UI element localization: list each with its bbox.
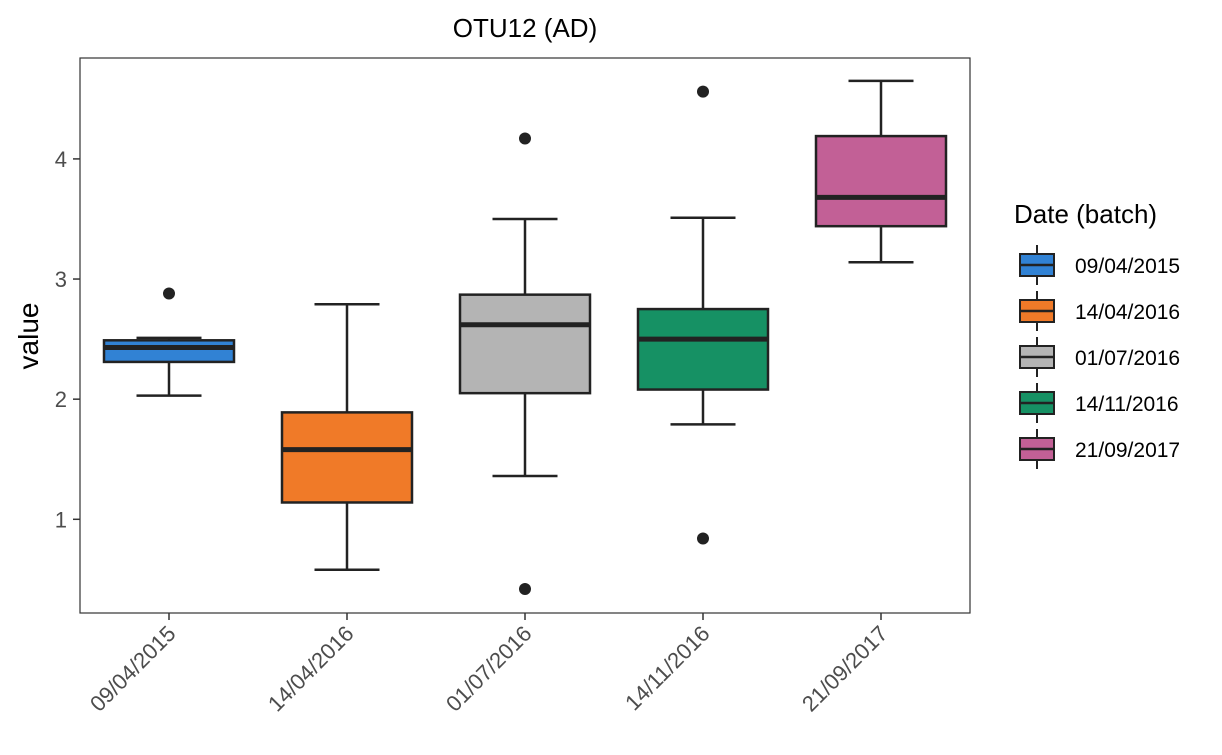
y-tick-label: 1 xyxy=(55,507,67,532)
box-iqr xyxy=(280,411,414,504)
outlier-point xyxy=(163,287,175,300)
legend-key xyxy=(1019,337,1055,377)
box-iqr xyxy=(102,339,236,364)
legend-key xyxy=(1019,383,1055,423)
box-group-09-04-2015 xyxy=(102,287,236,397)
outlier-point xyxy=(519,582,531,595)
legend-entry-label: 21/09/2017 xyxy=(1075,439,1180,462)
box-group-14-04-2016 xyxy=(280,303,414,572)
legend-entry-label: 14/04/2016 xyxy=(1075,301,1180,324)
legend-entry-label: 09/04/2015 xyxy=(1075,255,1180,278)
legend: Date (batch) 09/04/2015 14/04/2016 01/07/2… xyxy=(1014,199,1180,469)
legend-title: Date (batch) xyxy=(1014,199,1157,229)
box-iqr xyxy=(636,307,770,391)
legend-key xyxy=(1019,245,1055,285)
y-tick-label: 4 xyxy=(55,147,67,172)
y-axis-label: value xyxy=(13,303,44,370)
x-tick-label: 14/04/2016 xyxy=(263,621,359,717)
legend-entry-label: 14/11/2016 xyxy=(1075,393,1179,416)
legend-key xyxy=(1019,291,1055,331)
x-tick-label: 14/11/2016 xyxy=(620,621,714,715)
box-iqr xyxy=(458,293,592,395)
box-group-14-11-2016 xyxy=(636,85,770,545)
legend-entry-label: 01/07/2016 xyxy=(1075,347,1180,370)
box-group-01-07-2016 xyxy=(458,132,592,595)
chart-title: OTU12 (AD) xyxy=(453,13,597,43)
x-tick-label: 21/09/2017 xyxy=(797,621,893,717)
box-iqr xyxy=(814,134,948,228)
x-tick-label: 09/04/2015 xyxy=(85,621,181,717)
legend-key xyxy=(1019,429,1055,469)
box-group-21-09-2017 xyxy=(814,79,948,264)
outlier-point xyxy=(519,132,531,145)
y-tick-label: 3 xyxy=(55,267,67,292)
y-tick-label: 2 xyxy=(55,387,67,412)
x-tick-label: 01/07/2016 xyxy=(441,621,537,717)
plot-area: 1 2 3 4 09/04/2015 14/04/2016 01/07/2016 14/11/… xyxy=(55,57,971,717)
outlier-point xyxy=(697,85,709,98)
outlier-point xyxy=(697,532,709,545)
